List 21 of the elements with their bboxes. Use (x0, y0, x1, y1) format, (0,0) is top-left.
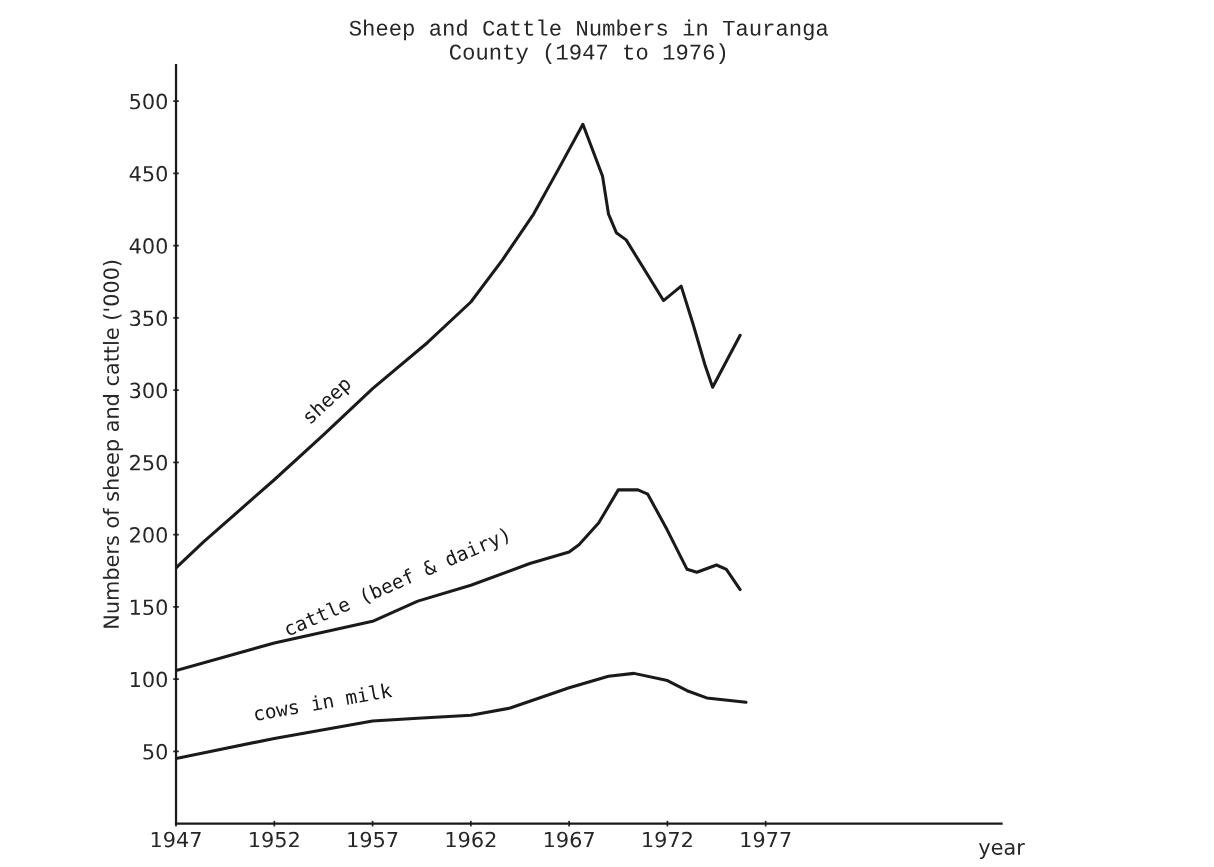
chart-title: Sheep and Cattle Numbers in Tauranga County (1947 to 1976) (349, 19, 829, 65)
x-tick-label: 1957 (348, 831, 398, 848)
y-tick-label: 200 (130, 527, 168, 543)
y-tick-label: 400 (129, 238, 168, 254)
y-tick-label: 150 (130, 599, 168, 616)
y-tick-label: 500 (130, 93, 168, 110)
y-tick-label: 250 (130, 454, 168, 471)
y-tick-label: 50 (143, 743, 168, 760)
x-tick-label: 1962 (446, 831, 496, 848)
x-tick-label: 1967 (544, 831, 594, 848)
y-tick-label: 100 (130, 671, 168, 688)
y-tick-label: 450 (129, 165, 168, 182)
y-tick-label: 300 (130, 382, 168, 399)
x-axis-title: year (978, 842, 1025, 859)
y-tick-label: 350 (130, 310, 168, 327)
x-tick-label: 1952 (250, 831, 299, 848)
x-tick-label: 1972 (643, 831, 692, 848)
x-tick-label: 1977 (741, 831, 791, 848)
y-axis-title: Numbers of sheep and cattle ('000) (102, 260, 124, 628)
x-tick-label: 1947 (151, 831, 201, 848)
text: cows in milk (253, 682, 393, 722)
